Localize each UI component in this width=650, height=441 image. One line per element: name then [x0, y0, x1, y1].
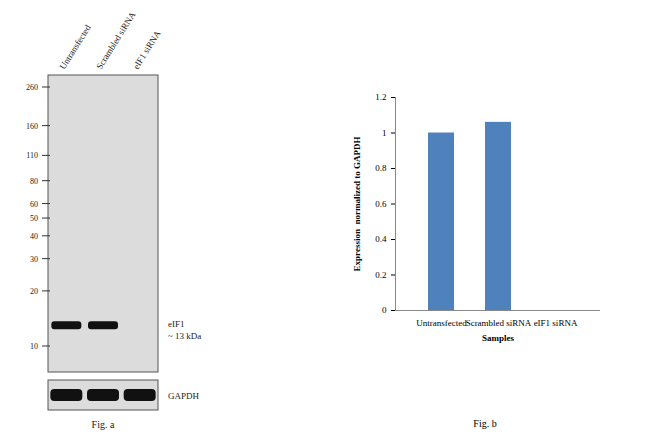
svg-text:260: 260: [26, 83, 38, 92]
svg-text:1: 1: [382, 128, 387, 138]
svg-text:0.8: 0.8: [375, 163, 387, 173]
svg-text:10: 10: [30, 342, 38, 351]
svg-text:Samples: Samples: [482, 333, 515, 343]
svg-text:110: 110: [26, 151, 38, 160]
svg-text:60: 60: [30, 200, 38, 209]
svg-text:Untransfected: Untransfected: [416, 318, 467, 328]
svg-text:0.4: 0.4: [375, 234, 387, 244]
svg-text:0.2: 0.2: [375, 270, 386, 280]
svg-text:40: 40: [30, 232, 38, 241]
svg-text:GAPDH: GAPDH: [168, 391, 200, 401]
svg-text:eIF1 siRNA: eIF1 siRNA: [534, 318, 578, 328]
svg-text:Untransfected: Untransfected: [58, 23, 93, 72]
svg-text:Fig. a: Fig. a: [92, 419, 115, 430]
svg-text:eIF1 siRNA: eIF1 siRNA: [131, 28, 163, 71]
svg-text:80: 80: [30, 177, 38, 186]
svg-text:50: 50: [30, 214, 38, 223]
html-text:Fig. b: Fig. b: [473, 418, 497, 429]
svg-text:eIF1: eIF1: [168, 319, 185, 329]
svg-text:Scrambled siRNA: Scrambled siRNA: [94, 10, 138, 71]
svg-text:160: 160: [26, 122, 38, 131]
svg-text:0: 0: [382, 305, 387, 315]
svg-text:0.6: 0.6: [375, 199, 387, 209]
svg-text:Scrambled siRNA: Scrambled siRNA: [466, 318, 532, 328]
svg-text:Expression normalized to GAPD: Expression normalized to GAPDH: [352, 137, 362, 272]
svg-text:~ 13 kDa: ~ 13 kDa: [168, 331, 201, 341]
svg-text:20: 20: [30, 287, 38, 296]
svg-text:1.2: 1.2: [375, 92, 386, 102]
svg-text:30: 30: [30, 255, 38, 264]
